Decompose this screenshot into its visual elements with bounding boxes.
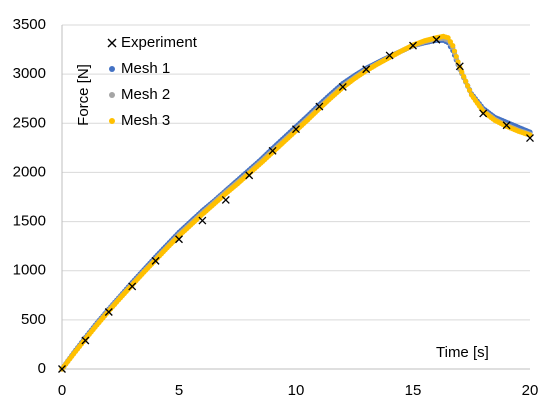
x-tick-label: 10	[288, 382, 305, 399]
data-point	[81, 336, 90, 345]
data-point	[409, 41, 417, 50]
plot-area	[58, 33, 534, 373]
data-point	[457, 64, 463, 70]
data-point	[268, 146, 277, 155]
data-point	[221, 195, 230, 204]
legend-marker-dot	[109, 92, 115, 98]
data-point	[447, 39, 454, 45]
data-point	[315, 102, 324, 111]
axes	[61, 25, 530, 370]
data-point	[450, 43, 456, 49]
data-point	[526, 134, 534, 142]
data-point	[451, 48, 458, 54]
data-point	[466, 87, 473, 93]
y-tick-label: 2000	[13, 163, 46, 180]
x-tick-label: 0	[58, 382, 66, 399]
y-tick-label: 3000	[13, 65, 46, 82]
legend: Experiment Mesh 1 Mesh 2 Mesh 3	[107, 34, 198, 129]
data-point	[362, 65, 371, 74]
y-tick-label: 2500	[13, 114, 46, 131]
legend-entry: Mesh 2	[109, 86, 170, 103]
series-mesh-3	[59, 33, 533, 372]
data-point	[104, 308, 113, 316]
data-point	[465, 83, 471, 89]
y-tick-label: 1500	[13, 213, 46, 230]
data-point	[453, 53, 459, 60]
legend-label: Mesh 3	[121, 112, 170, 129]
y-tick-label: 1000	[13, 262, 46, 279]
data-point	[463, 78, 469, 84]
data-point	[432, 35, 441, 44]
x-tick-label: 20	[522, 382, 539, 399]
legend-label: Mesh 2	[121, 86, 170, 103]
legend-marker-x	[107, 38, 117, 48]
y-tick-label: 3500	[13, 16, 46, 33]
tick-labels: 0 500 1000 1500 2000 2500 3000 3500 0 5 10 15 20	[13, 16, 539, 399]
x-tick-label: 15	[405, 382, 422, 399]
y-tick-label: 500	[21, 311, 46, 328]
data-point	[151, 256, 160, 265]
legend-label: Mesh 1	[121, 60, 170, 77]
legend-entry: Mesh 3	[109, 112, 170, 129]
data-point	[175, 235, 183, 244]
y-tick-label: 0	[38, 360, 46, 377]
data-point	[58, 365, 66, 373]
series-experiment	[58, 35, 534, 373]
data-point	[461, 73, 467, 80]
y-axis-title: Force [N]	[75, 64, 92, 126]
data-point	[459, 69, 465, 75]
data-point	[338, 82, 347, 91]
legend-marker-dot	[109, 66, 115, 72]
data-point	[198, 216, 207, 225]
x-axis-title: Time [s]	[436, 344, 489, 361]
legend-marker-dot	[109, 118, 115, 124]
data-point	[128, 282, 137, 291]
data-point	[455, 62, 464, 71]
legend-entry: Experiment	[107, 34, 198, 51]
legend-entry: Mesh 1	[109, 60, 170, 77]
data-point	[479, 109, 488, 118]
x-tick-label: 5	[175, 382, 183, 399]
legend-label: Experiment	[121, 34, 198, 51]
data-point	[502, 121, 511, 130]
data-point	[245, 171, 254, 180]
data-point	[445, 35, 451, 41]
data-point	[385, 51, 394, 60]
data-point	[292, 125, 300, 134]
